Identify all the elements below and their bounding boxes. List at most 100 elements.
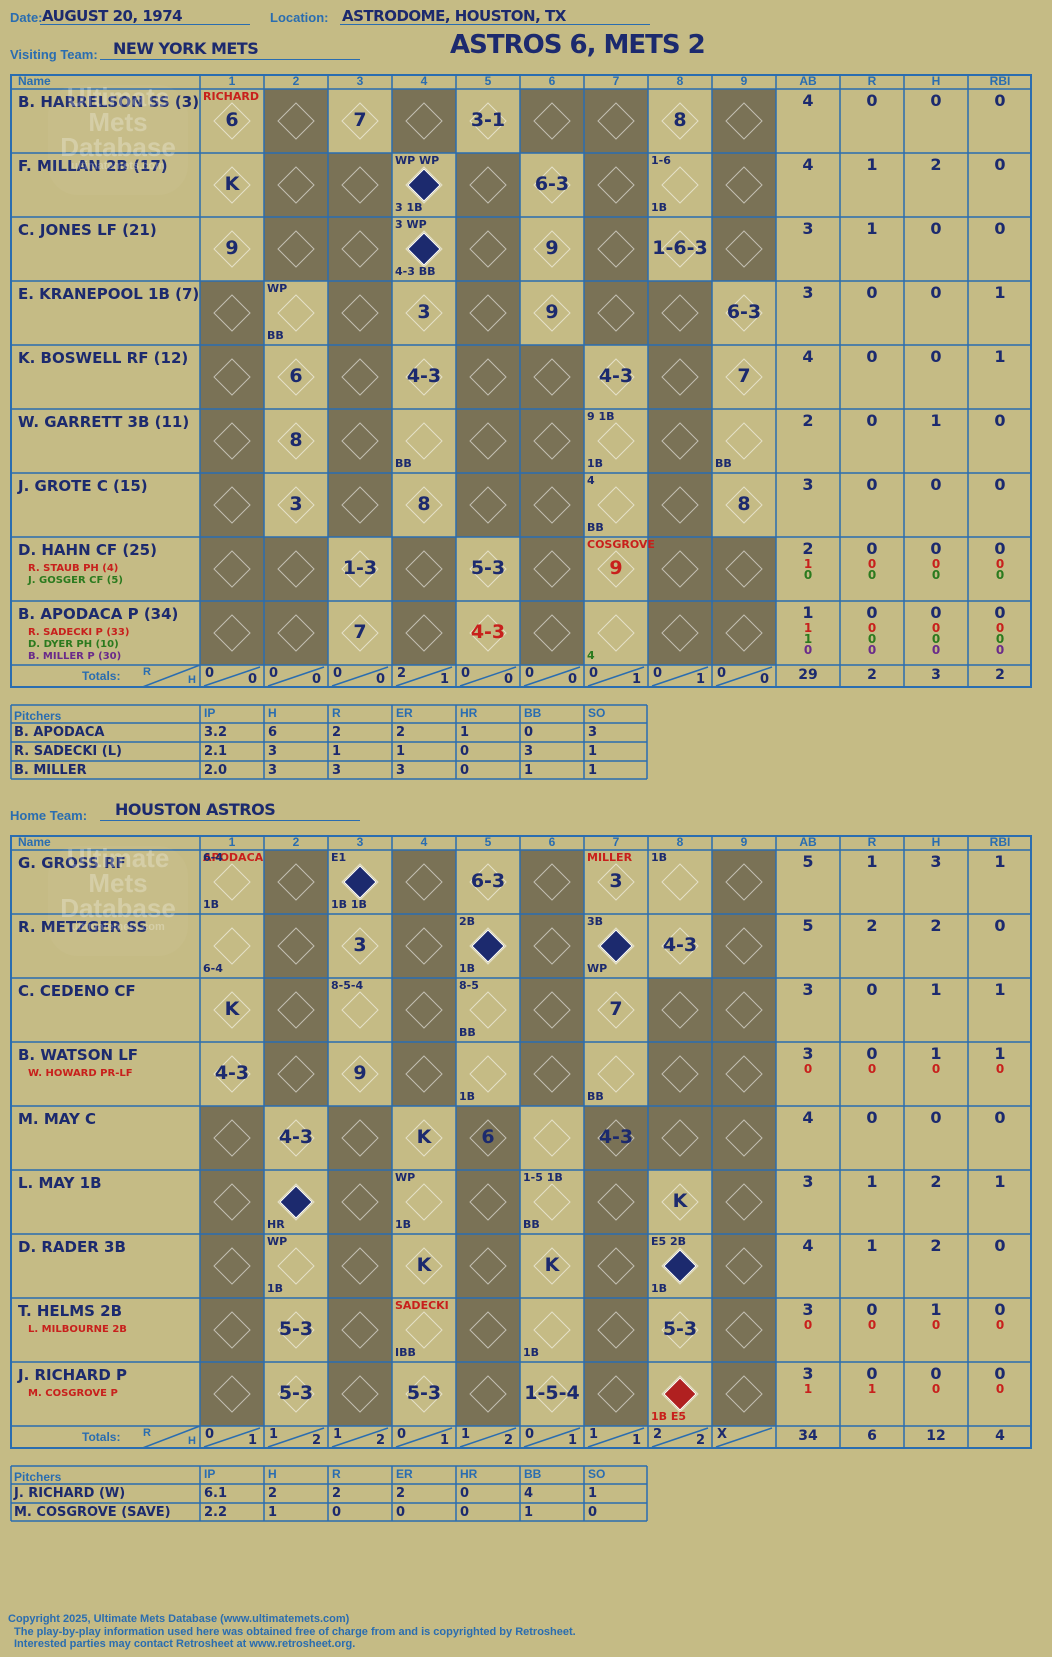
- batter-rbi: 1: [994, 1172, 1006, 1191]
- batter-name: M. MAY C: [18, 1110, 97, 1128]
- inning-header-3: 3: [356, 835, 364, 849]
- batter-h: 2: [930, 1236, 942, 1255]
- pitcher-stat: 0: [524, 725, 534, 740]
- play-annotation: 4: [587, 474, 595, 487]
- inning-hits: 2: [376, 1433, 386, 1448]
- play-annotation: 1-5 1B: [523, 1171, 563, 1184]
- shaded-cell: [456, 281, 520, 345]
- base-diamond: [661, 166, 699, 204]
- play-result: 5-3: [662, 1318, 698, 1340]
- batter-ab: 5: [802, 852, 814, 871]
- play-annotation: BB: [715, 457, 732, 470]
- play-result: 4-3: [598, 1126, 634, 1148]
- inning-runs: 0: [205, 1427, 215, 1442]
- shaded-cell: [456, 1298, 520, 1362]
- base-diamond: [533, 166, 571, 204]
- play-annotation: 1-6: [651, 154, 671, 167]
- totals-divider: [523, 1427, 581, 1448]
- play-result: K: [224, 998, 240, 1020]
- play-annotation: 3 WP: [395, 218, 427, 231]
- home-batter-cell: B. WATSON LF W. HOWARD PR-LF: [10, 1042, 200, 1106]
- base-diamond: [597, 991, 635, 1029]
- substitute-ab: 1: [803, 621, 813, 635]
- play-annotation: E5 2B: [651, 1235, 687, 1248]
- batter-h: 1: [930, 980, 942, 999]
- inning-hits: 2: [504, 1433, 514, 1448]
- shaded-cell: [264, 601, 328, 665]
- totals-divider: [267, 1427, 325, 1448]
- substitute-ab: 1: [803, 557, 813, 571]
- pitcher-stat: 3: [332, 763, 342, 778]
- base-diamond: [533, 614, 571, 652]
- base-diamond: [277, 863, 315, 901]
- batter-rbi: 0: [994, 1236, 1006, 1255]
- batter-r: 1: [866, 1236, 878, 1255]
- batter-rbi: 0: [994, 155, 1006, 174]
- substitute-name: R. STAUB PH (4): [28, 563, 119, 574]
- batter-ab: 3: [802, 1172, 814, 1191]
- inning-hits: 2: [312, 1433, 322, 1448]
- base-diamond: [533, 1055, 571, 1093]
- batter-h: 0: [930, 603, 942, 622]
- totals-divider: [139, 1425, 201, 1449]
- home-team-name: HOUSTON ASTROS: [115, 800, 276, 819]
- pitcher-header-r: R: [332, 1467, 341, 1481]
- totals-divider: [459, 666, 517, 687]
- shaded-cell: [328, 345, 392, 409]
- batter-ab: 4: [802, 347, 814, 366]
- shaded-cell: [520, 89, 584, 153]
- shaded-cell: [584, 217, 648, 281]
- base-diamond: [597, 1183, 635, 1221]
- batter-h: 0: [930, 91, 942, 110]
- inning-header-6: 6: [548, 74, 556, 88]
- batter-r: 2: [866, 916, 878, 935]
- batter-r: 0: [866, 411, 878, 430]
- play-result: 7: [353, 109, 367, 131]
- inning-header-7: 7: [612, 835, 620, 849]
- pitcher-stat: 3: [588, 725, 598, 740]
- batter-name: C. CEDENO CF: [18, 982, 136, 1000]
- batter-rbi: 1: [994, 852, 1006, 871]
- shaded-cell: [456, 345, 520, 409]
- total-ab: 34: [798, 1428, 818, 1444]
- shaded-cell: [264, 217, 328, 281]
- substitute-ab: 0: [803, 1318, 813, 1332]
- batter-name: B. HARRELSON SS (3): [18, 93, 200, 111]
- pitcher-stat: 3: [524, 744, 534, 759]
- play-annotation: 1B: [459, 962, 476, 975]
- base-diamond: [469, 294, 507, 332]
- visitors-batter-cell: B. HARRELSON SS (3): [10, 89, 200, 153]
- play-result: 8: [673, 109, 687, 131]
- date-label: Date:: [10, 10, 43, 25]
- pitchers-grid-lines: [10, 704, 648, 780]
- shaded-cell: [200, 1298, 264, 1362]
- pitcher-header-r: R: [332, 706, 341, 720]
- stat-header-h: H: [931, 835, 941, 849]
- substitute-h: 0: [931, 643, 941, 657]
- pitcher-header-pitchers: Pitchers: [14, 709, 62, 723]
- batter-rbi: 1: [994, 347, 1006, 366]
- run-scored-diamond: [279, 1185, 313, 1219]
- base-diamond: [597, 1119, 635, 1157]
- run-scored-diamond: [407, 232, 441, 266]
- base-diamond: [725, 1311, 763, 1349]
- shaded-cell: [712, 153, 776, 217]
- base-diamond: [341, 358, 379, 396]
- pitcher-stat: 2: [268, 1486, 278, 1501]
- base-diamond: [405, 486, 443, 524]
- base-diamond: [341, 1247, 379, 1285]
- inning-hits: 0: [312, 672, 322, 687]
- batter-h: 0: [930, 1108, 942, 1127]
- batter-ab: 2: [802, 539, 814, 558]
- play-annotation: BB: [267, 329, 284, 342]
- base-diamond: [341, 486, 379, 524]
- totals-divider: [331, 1427, 389, 1448]
- shaded-cell: [648, 1042, 712, 1106]
- pitcher-stat: 0: [460, 1486, 470, 1501]
- base-diamond: [405, 102, 443, 140]
- inning-runs: 0: [269, 666, 279, 681]
- shaded-cell: [200, 409, 264, 473]
- inning-header-5: 5: [484, 74, 492, 88]
- pitcher-stat: 2.1: [204, 744, 228, 759]
- play-annotation: SADECKI: [395, 1299, 449, 1312]
